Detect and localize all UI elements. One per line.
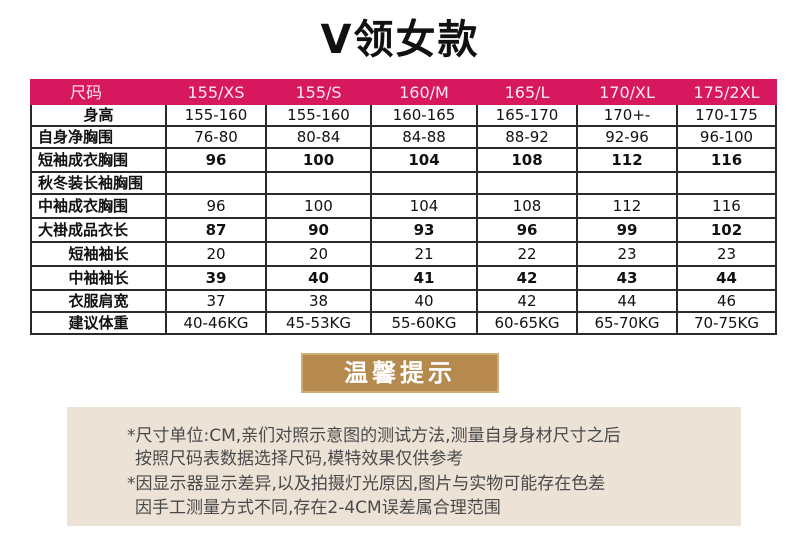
size-chart-table: 尺码 155/XS 155/S 160/M 165/L 170/XL 175/2… <box>30 79 777 335</box>
table-cell <box>165 171 267 195</box>
table-cell: 76-80 <box>165 125 267 149</box>
table-cell: 96 <box>476 217 578 243</box>
row-label: 短袖成衣胸围 <box>30 147 167 173</box>
table-cell: 46 <box>676 289 777 313</box>
header-cell: 155/S <box>265 79 372 105</box>
table-row: 中袖袖长 39 40 41 42 43 44 <box>30 265 777 291</box>
table-cell: 55-60KG <box>370 311 478 335</box>
header-cell: 170/XL <box>576 79 678 105</box>
table-cell: 99 <box>576 217 678 243</box>
table-row: 短袖成衣胸围 96 100 104 108 112 116 <box>30 147 777 173</box>
notes-panel: *尺寸单位:CM,亲们对照示意图的测试方法,测量自身身材尺寸之后 按照尺码表数据… <box>67 407 741 526</box>
table-cell: 104 <box>370 147 478 173</box>
table-row: 衣服肩宽 37 38 40 42 44 46 <box>30 289 777 313</box>
table-cell: 88-92 <box>476 125 578 149</box>
table-cell <box>476 171 578 195</box>
table-row: 大褂成品衣长 87 90 93 96 99 102 <box>30 217 777 243</box>
table-cell: 43 <box>576 265 678 291</box>
table-cell: 70-75KG <box>676 311 777 335</box>
table-cell: 112 <box>576 193 678 219</box>
table-cell: 41 <box>370 265 478 291</box>
note-line: 按照尺码表数据选择尺码,模特效果仅供参考 <box>135 449 464 469</box>
table-row: 身高 155-160 155-160 160-165 165-170 170+-… <box>30 103 777 127</box>
note-line: *尺寸单位:CM,亲们对照示意图的测试方法,测量自身身材尺寸之后 <box>127 426 621 446</box>
table-cell: 170+- <box>576 103 678 127</box>
table-cell: 160-165 <box>370 103 478 127</box>
row-label: 中袖袖长 <box>30 265 167 291</box>
table-cell: 21 <box>370 241 478 267</box>
table-cell: 40-46KG <box>165 311 267 335</box>
table-cell: 100 <box>265 147 372 173</box>
table-cell: 22 <box>476 241 578 267</box>
table-row: 建议体重 40-46KG 45-53KG 55-60KG 60-65KG 65-… <box>30 311 777 335</box>
table-cell <box>576 171 678 195</box>
table-cell: 44 <box>676 265 777 291</box>
table-cell: 65-70KG <box>576 311 678 335</box>
note-line: 因手工测量方式不同,存在2-4CM误差属合理范围 <box>135 498 501 518</box>
table-row: 中袖成衣胸围 96 100 104 108 112 116 <box>30 193 777 219</box>
table-cell: 102 <box>676 217 777 243</box>
row-label: 大褂成品衣长 <box>30 217 167 243</box>
table-cell: 104 <box>370 193 478 219</box>
table-cell: 45-53KG <box>265 311 372 335</box>
table-cell: 108 <box>476 147 578 173</box>
row-label: 身高 <box>30 103 167 127</box>
row-label: 中袖成衣胸围 <box>30 193 167 219</box>
row-label: 建议体重 <box>30 311 167 335</box>
table-cell: 96 <box>165 193 267 219</box>
tips-banner: 温馨提示 <box>301 353 499 393</box>
table-cell: 170-175 <box>676 103 777 127</box>
table-cell: 112 <box>576 147 678 173</box>
table-row: 自身净胸围 76-80 80-84 84-88 88-92 92-96 96-1… <box>30 125 777 149</box>
table-cell: 23 <box>676 241 777 267</box>
table-cell: 37 <box>165 289 267 313</box>
row-label: 秋冬装长袖胸围 <box>30 171 167 195</box>
table-cell: 23 <box>576 241 678 267</box>
header-cell: 175/2XL <box>676 79 777 105</box>
table-cell: 108 <box>476 193 578 219</box>
table-cell: 60-65KG <box>476 311 578 335</box>
table-cell <box>676 171 777 195</box>
table-cell: 165-170 <box>476 103 578 127</box>
table-cell: 90 <box>265 217 372 243</box>
table-cell: 155-160 <box>165 103 267 127</box>
table-cell: 40 <box>265 265 372 291</box>
table-cell: 96-100 <box>676 125 777 149</box>
table-cell: 87 <box>165 217 267 243</box>
table-cell: 96 <box>165 147 267 173</box>
table-cell: 93 <box>370 217 478 243</box>
row-label: 衣服肩宽 <box>30 289 167 313</box>
note-line: *因显示器显示差异,以及拍摄灯光原因,图片与实物可能存在色差 <box>127 474 606 494</box>
table-cell: 38 <box>265 289 372 313</box>
table-cell: 84-88 <box>370 125 478 149</box>
table-cell: 92-96 <box>576 125 678 149</box>
row-label: 短袖袖长 <box>30 241 167 267</box>
table-cell: 42 <box>476 289 578 313</box>
header-cell: 165/L <box>476 79 578 105</box>
table-row: 秋冬装长袖胸围 <box>30 171 777 195</box>
table-row: 短袖袖长 20 20 21 22 23 23 <box>30 241 777 267</box>
table-cell: 40 <box>370 289 478 313</box>
table-cell: 39 <box>165 265 267 291</box>
table-cell: 20 <box>165 241 267 267</box>
table-cell: 100 <box>265 193 372 219</box>
table-cell: 42 <box>476 265 578 291</box>
table-cell: 80-84 <box>265 125 372 149</box>
page-title: V领女款 <box>320 17 480 63</box>
row-label: 自身净胸围 <box>30 125 167 149</box>
table-cell: 44 <box>576 289 678 313</box>
table-cell: 116 <box>676 193 777 219</box>
table-cell: 116 <box>676 147 777 173</box>
header-cell: 155/XS <box>165 79 267 105</box>
table-cell <box>370 171 478 195</box>
table-cell: 155-160 <box>265 103 372 127</box>
table-cell <box>265 171 372 195</box>
header-cell: 尺码 <box>30 79 167 105</box>
table-header-row: 尺码 155/XS 155/S 160/M 165/L 170/XL 175/2… <box>30 79 777 105</box>
table-cell: 20 <box>265 241 372 267</box>
header-cell: 160/M <box>370 79 478 105</box>
